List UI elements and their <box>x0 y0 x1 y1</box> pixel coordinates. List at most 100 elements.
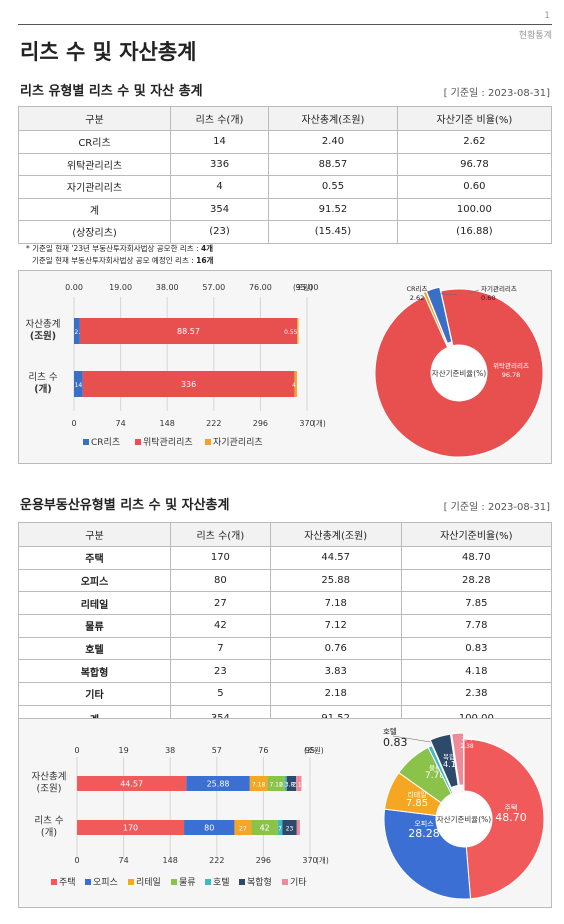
slice-label: 복합형 <box>443 752 461 761</box>
slice-label: 호텔 <box>383 727 397 736</box>
legend-swatch <box>239 879 245 885</box>
table1-header-2: 자산총계(조원) <box>268 106 398 131</box>
bottom-axis-unit: (개) <box>316 855 329 865</box>
legend-swatch <box>205 879 211 885</box>
bar-segment <box>297 318 299 344</box>
bar-segment <box>79 318 298 344</box>
data-label: 170 <box>123 824 138 833</box>
bar-segment <box>77 820 185 835</box>
bottom-axis-tick: 148 <box>163 856 178 865</box>
data-label: 14 <box>75 382 83 389</box>
bottom-axis-unit: (개) <box>313 418 326 428</box>
slice-value: 2.38 <box>460 743 474 750</box>
bottom-axis-tick: 74 <box>116 419 126 428</box>
data-label: 7.12 <box>269 782 283 789</box>
section-tag: 현황통계 <box>518 31 552 41</box>
data-label: 88.57 <box>177 327 200 336</box>
table-row: 복합형 23 3.83 4.18 <box>18 659 553 684</box>
legend-label: 리테일 <box>136 877 161 888</box>
table2-cell: 리테일 <box>18 591 171 616</box>
section1-title: 리츠 유형별 리츠 수 및 자산 총계 <box>20 84 203 99</box>
table2-cell: 주택 <box>18 546 171 570</box>
section1-date: [ 기준일 : 2023-08-31] <box>443 88 550 99</box>
bottom-axis-tick: 296 <box>256 856 271 865</box>
table2-cell: 복합형 <box>18 659 171 684</box>
table1-cell: (23) <box>169 220 270 244</box>
donut-hole <box>437 792 491 846</box>
table2-cell: 5 <box>170 682 271 706</box>
center-label: 자산기준비율(%) <box>437 814 491 824</box>
legend-label: 주택 <box>59 877 76 888</box>
table2-cell: 7 <box>170 636 271 661</box>
category-label: (개) <box>41 828 57 839</box>
table1-cell: 0.55 <box>268 175 398 199</box>
bar-chart-2: 0 19 38 57 76 950 74 148 222 296 370(조원)(개)자산총계(조원… <box>32 746 329 888</box>
legend-label: CR리츠 <box>91 437 120 448</box>
leader-line <box>428 292 458 296</box>
table2-cell: 기타 <box>18 682 171 706</box>
category-label: 자산총계 <box>32 771 67 783</box>
top-axis-unit: (조원) <box>304 746 324 755</box>
data-label: 336 <box>181 380 196 389</box>
note-1-value: 4개 <box>200 244 214 253</box>
bottom-axis-tick: 0 <box>71 419 76 428</box>
note-1: * 기준일 현재 '23년 부동산투자회사법상 공모한 리츠 : 4개 <box>26 243 213 255</box>
top-axis-tick: 57 <box>212 746 222 755</box>
table2-cell: 오피스 <box>18 568 171 593</box>
bottom-axis-tick: 74 <box>119 856 129 865</box>
pie-slice <box>383 808 472 900</box>
legend-swatch <box>282 879 288 885</box>
table2-cell: 44.57 <box>269 546 402 570</box>
bottom-axis-tick: 222 <box>209 856 224 865</box>
table1-header-3: 자산기준 비율(%) <box>396 106 553 131</box>
section2-date: [ 기준일 : 2023-08-31] <box>443 502 550 513</box>
table1-cell: (15.45) <box>268 220 398 244</box>
property-type-table: 구분 리츠 수(개) 자산총계(조원) 자산기준비율(%) 주택 170 44.57 48.… <box>18 522 553 732</box>
pie-slice <box>429 733 459 789</box>
bottom-axis-tick: 296 <box>253 419 268 428</box>
table2-cell: 27 <box>170 591 271 616</box>
slice-value: 28.28 <box>408 827 440 840</box>
table2-cell: 80 <box>170 568 271 593</box>
table-row: 자기관리리츠 4 0.55 0.60 <box>18 175 553 199</box>
table2-cell: 28.28 <box>400 568 553 593</box>
data-label: 27 <box>239 826 247 833</box>
slice-label: 기타 <box>461 735 473 743</box>
table-row: CR리츠 14 2.40 2.62 <box>18 130 553 154</box>
bar-segment <box>249 776 268 791</box>
bottom-axis-tick: 0 <box>74 856 79 865</box>
bar-segment <box>284 776 287 791</box>
top-axis-tick: 95 <box>305 746 315 755</box>
table-row: 리테일 27 7.18 7.85 <box>18 591 553 616</box>
table2-cell: 25.88 <box>269 568 402 593</box>
category-label: 리츠 수 <box>34 816 63 827</box>
table1-cell: 4 <box>169 175 270 199</box>
slice-value: 48.70 <box>495 811 527 824</box>
category-label: 자산총계 <box>26 318 61 330</box>
slice-label: 물류 <box>429 764 441 772</box>
legend-swatch <box>128 879 134 885</box>
bar-segment <box>267 776 285 791</box>
table1-cell: 91.52 <box>268 197 398 221</box>
category-label: (조원) <box>37 784 62 795</box>
table2-header-3: 자산기준비율(%) <box>400 522 553 547</box>
table2-cell: 물류 <box>18 614 171 638</box>
page-title: 리츠 수 및 자산총계 <box>20 40 197 64</box>
bar-segment <box>277 820 283 835</box>
legend-swatch <box>51 879 57 885</box>
slice-label: 주택 <box>505 803 518 812</box>
top-axis-tick: 76 <box>258 746 268 755</box>
bar-segment <box>77 776 187 791</box>
table2-cell: 7.85 <box>400 591 553 616</box>
pie-slice <box>425 286 453 344</box>
bar-segment <box>184 820 235 835</box>
pie-slice <box>463 738 545 900</box>
legend-label: 기타 <box>290 877 307 888</box>
bottom-axis-tick: 148 <box>160 419 175 428</box>
note-1-text: * 기준일 현재 '23년 부동산투자회사법상 공모한 리츠 : <box>26 244 201 253</box>
slice-value: 0.83 <box>383 736 408 749</box>
bottom-axis-tick: 370 <box>299 419 314 428</box>
